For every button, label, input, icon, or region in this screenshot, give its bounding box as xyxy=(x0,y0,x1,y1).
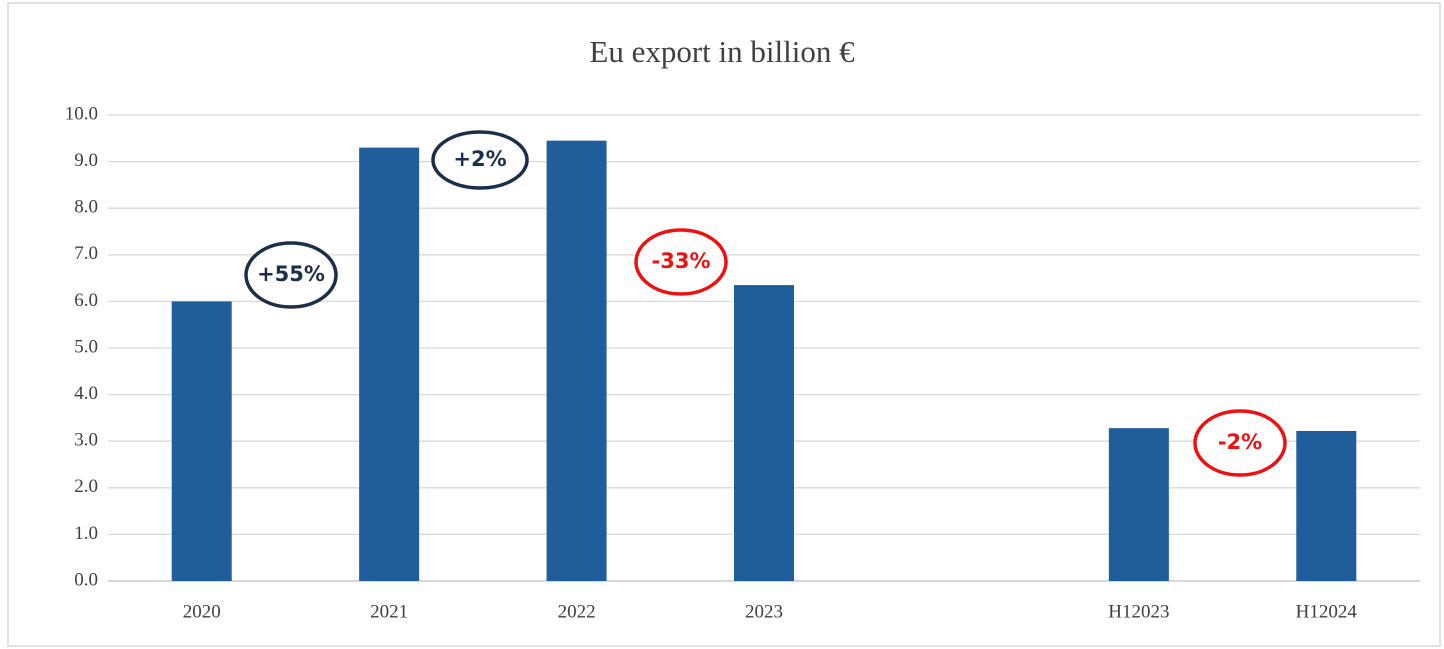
y-tick-label: 1.0 xyxy=(74,523,98,544)
x-tick-label: H12023 xyxy=(1108,601,1169,622)
y-tick-label: 10.0 xyxy=(65,103,98,124)
bar xyxy=(546,140,607,581)
annotation: +2% xyxy=(453,147,506,171)
annotation: +55% xyxy=(257,262,325,286)
x-tick-label: H12024 xyxy=(1296,601,1358,622)
annotation-circle xyxy=(1193,409,1287,477)
y-tick-label: 3.0 xyxy=(74,430,98,451)
y-tick-label: 6.0 xyxy=(74,290,98,311)
x-tick-label: 2022 xyxy=(558,601,596,622)
x-tick-label: 2020 xyxy=(183,601,221,622)
annotation: -33% xyxy=(652,249,711,273)
annotation-circle xyxy=(634,228,728,296)
y-tick-label: 2.0 xyxy=(74,476,98,497)
bar xyxy=(171,301,232,581)
chart-frame xyxy=(7,2,1441,647)
y-tick-label: 0.0 xyxy=(74,569,98,590)
bar xyxy=(1296,430,1357,581)
chart-title: Eu export in billion € xyxy=(589,34,855,69)
bar xyxy=(359,147,420,581)
y-tick-label: 8.0 xyxy=(74,197,98,218)
annotation-circle xyxy=(244,241,338,309)
x-tick-label: 2023 xyxy=(745,601,783,622)
y-tick-label: 7.0 xyxy=(74,243,98,264)
annotation-circle xyxy=(431,130,529,190)
y-tick-label: 5.0 xyxy=(74,336,98,357)
y-tick-label: 4.0 xyxy=(74,383,98,404)
bar xyxy=(1108,428,1169,581)
annotation: -2% xyxy=(1218,430,1262,454)
x-tick-label: 2021 xyxy=(370,601,408,622)
y-tick-label: 9.0 xyxy=(74,150,98,171)
bar xyxy=(734,285,794,581)
